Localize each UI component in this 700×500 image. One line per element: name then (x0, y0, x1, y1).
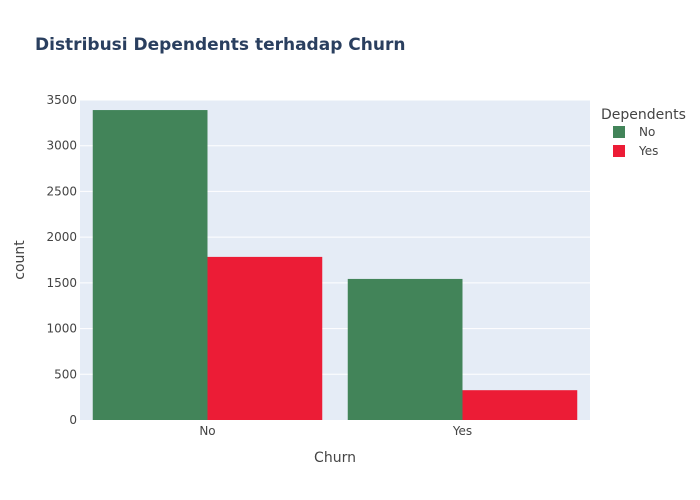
y-tick-label: 2500 (46, 184, 77, 198)
x-tick-label: No (199, 424, 215, 438)
y-tick-label: 1000 (46, 322, 77, 336)
y-tick-labels: 0 500 1000 1500 2000 2500 3000 3500 (46, 93, 77, 427)
bar (347, 278, 463, 420)
y-tick-label: 2000 (46, 230, 77, 244)
y-tick-label: 3000 (46, 139, 77, 153)
y-tick-label: 0 (69, 413, 77, 427)
bars (92, 110, 578, 421)
y-tick-label: 1500 (46, 276, 77, 290)
legend-swatch (613, 145, 625, 157)
legend-item-label: Yes (638, 144, 658, 158)
x-tick-labels: No Yes (199, 424, 472, 438)
y-axis-title: count (12, 240, 28, 280)
legend-item-label: No (639, 125, 655, 139)
bar (462, 390, 578, 420)
y-tick-label: 500 (54, 367, 77, 381)
bar (92, 110, 208, 421)
legend-title: Dependents (601, 107, 686, 123)
legend-swatch (613, 126, 625, 138)
legend: Dependents No Yes (601, 107, 686, 158)
bar (207, 256, 323, 420)
chart-title: Distribusi Dependents terhadap Churn (35, 35, 405, 55)
y-tick-label: 3500 (46, 93, 77, 107)
x-tick-label: Yes (452, 424, 472, 438)
x-axis-title: Churn (314, 450, 356, 466)
